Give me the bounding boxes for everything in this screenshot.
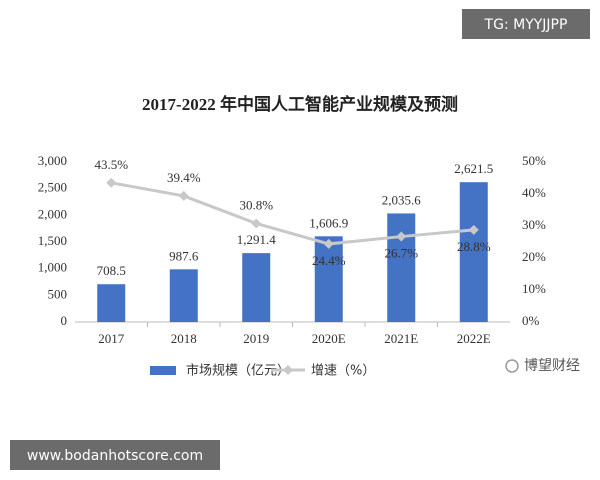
- y2-tick-label: 10%: [522, 281, 546, 296]
- bar-value-label: 2,035.6: [382, 192, 422, 207]
- channel-badge: [462, 9, 590, 39]
- y-tick-label: 1,500: [38, 233, 67, 248]
- legend-swatch: [150, 366, 176, 375]
- website-text: www.bodanhotscore.com: [27, 448, 203, 464]
- bar: [459, 182, 488, 322]
- x-tick-label: 2022E: [457, 331, 491, 346]
- y-tick-label: 2,000: [38, 206, 67, 221]
- x-tick-label: 2019: [243, 331, 269, 346]
- legend-marker: [283, 365, 293, 375]
- y2-tick-label: 20%: [522, 249, 546, 264]
- line-value-label: 30.8%: [239, 197, 273, 212]
- line-value-label: 39.4%: [167, 170, 201, 185]
- chart-title: 2017-2022 年中国人工智能产业规模及预测: [142, 94, 458, 114]
- bar: [97, 284, 126, 322]
- x-tick-label: 2018: [171, 331, 197, 346]
- bar: [314, 236, 343, 322]
- y-tick-label: 0: [61, 313, 68, 328]
- line-value-label: 24.4%: [312, 253, 346, 268]
- source-text: 博望财经: [524, 357, 580, 374]
- y2-tick-label: 30%: [522, 217, 546, 232]
- bar: [169, 269, 198, 322]
- line-marker: [396, 231, 407, 242]
- y2-tick-label: 40%: [522, 185, 546, 200]
- legend-label: 市场规模（亿元）: [186, 363, 290, 379]
- bar: [242, 253, 271, 322]
- bar: [387, 213, 416, 322]
- y2-tick-label: 0%: [522, 313, 540, 328]
- growth-line: [110, 181, 474, 246]
- website-badge: [10, 440, 220, 470]
- channel-text: TG: MYYJJPP: [484, 17, 568, 33]
- line-value-label: 43.5%: [94, 157, 128, 172]
- bar-value-label: 987.6: [169, 248, 199, 263]
- x-tick-label: 2021E: [384, 331, 418, 346]
- bar-value-label: 2,621.5: [454, 161, 493, 176]
- y-tick-label: 1,000: [38, 260, 67, 275]
- x-tick-label: 2017: [98, 331, 125, 346]
- y-tick-label: 3,000: [38, 153, 67, 168]
- y-tick-label: 2,500: [38, 180, 67, 195]
- line-marker: [106, 177, 117, 188]
- line-marker: [323, 238, 334, 249]
- line-marker: [178, 190, 189, 201]
- bar-value-label: 1,291.4: [237, 232, 277, 247]
- line-marker: [468, 224, 479, 235]
- y2-tick-label: 50%: [522, 153, 546, 168]
- y-tick-label: 500: [48, 286, 68, 301]
- line-marker: [251, 218, 262, 229]
- line-value-label: 28.8%: [457, 239, 491, 254]
- source-icon: [505, 359, 519, 373]
- x-tick-label: 2020E: [312, 331, 346, 346]
- bar-value-label: 708.5: [97, 263, 126, 278]
- line-value-label: 26.7%: [384, 246, 418, 261]
- legend-label: 增速（%）: [311, 364, 375, 379]
- bar-value-label: 1,606.9: [309, 215, 348, 230]
